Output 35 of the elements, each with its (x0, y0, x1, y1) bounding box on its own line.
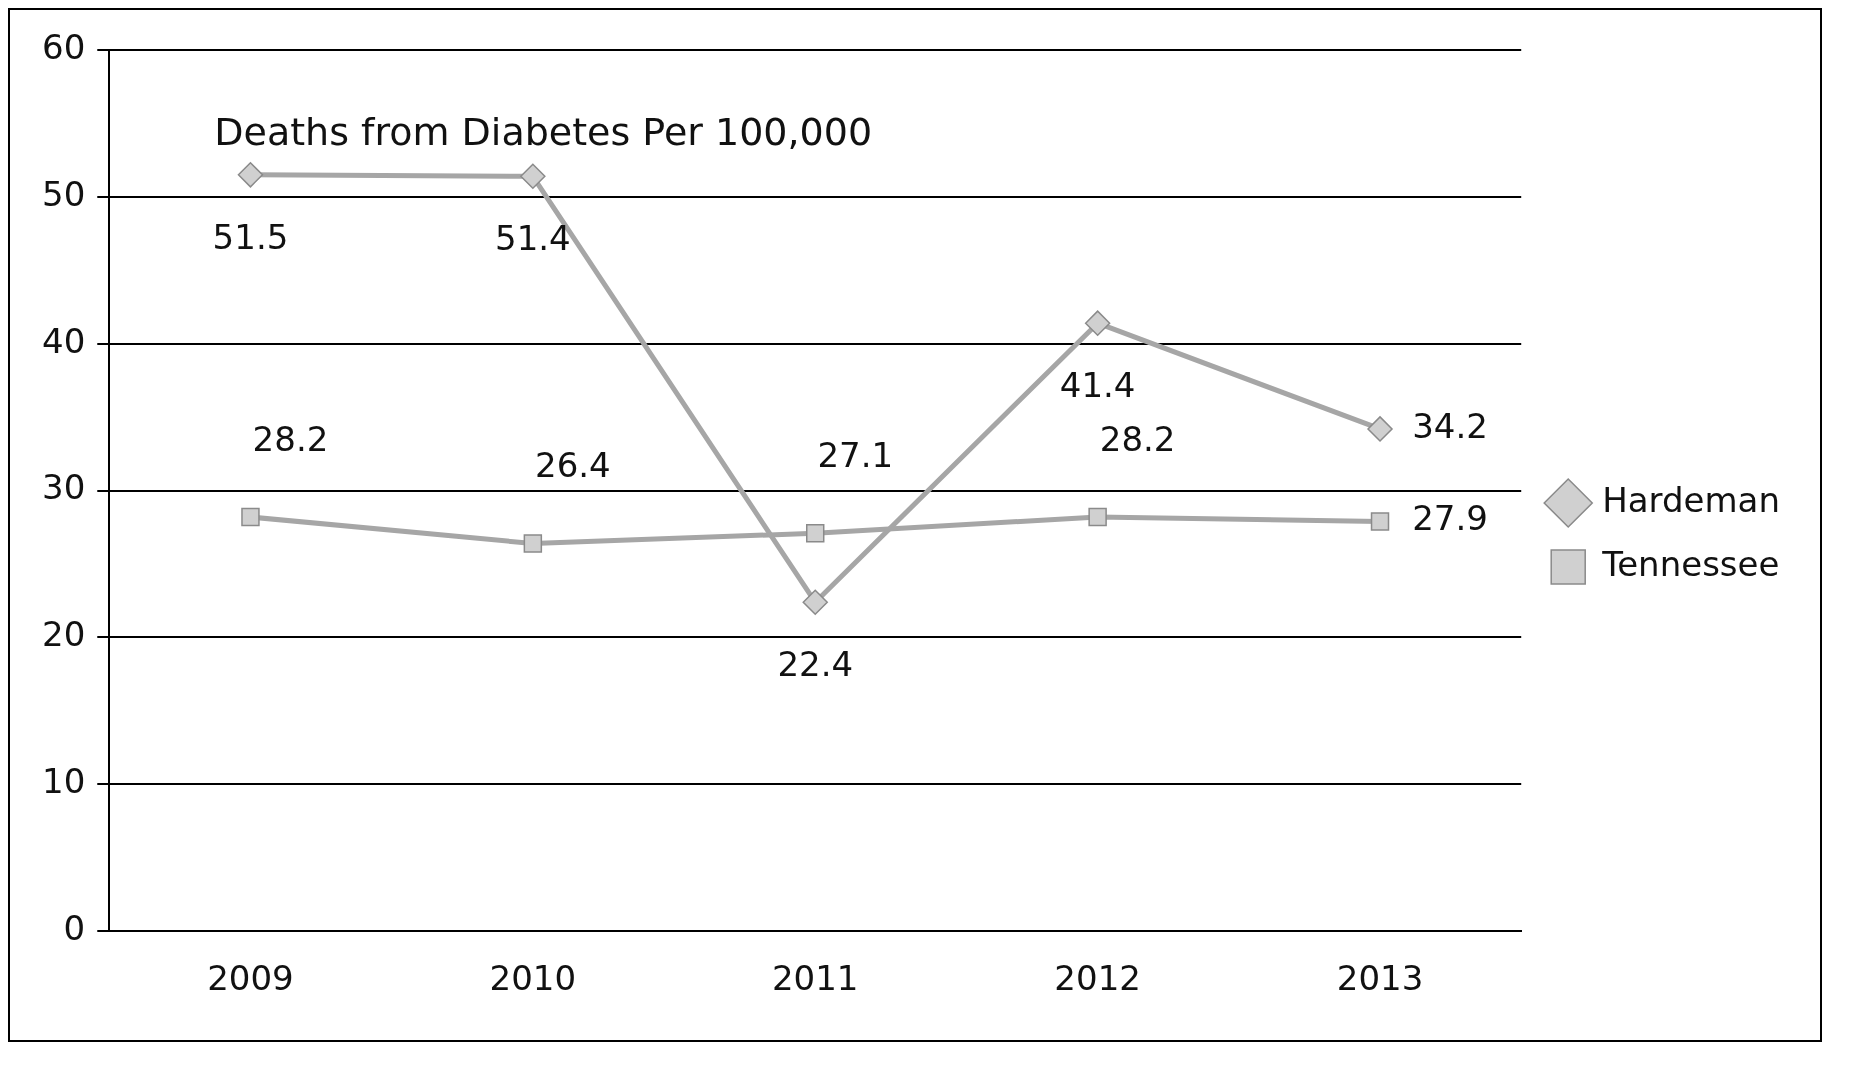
data-label: 28.2 (252, 418, 329, 459)
y-tick-label: 30 (42, 467, 86, 508)
data-label: 51.4 (495, 218, 571, 259)
data-label: 26.4 (535, 445, 611, 486)
point (802, 589, 828, 615)
point (1084, 310, 1111, 336)
point (237, 162, 264, 188)
point (523, 534, 543, 553)
legend-label: Hardeman (1602, 479, 1781, 520)
data-label: 34.2 (1412, 405, 1488, 446)
y-tick-label: 0 (63, 908, 86, 949)
data-label: 51.5 (212, 216, 289, 257)
point (241, 507, 260, 527)
y-tick-label: 40 (42, 320, 86, 361)
data-label: 28.2 (1099, 418, 1176, 459)
y-tick-label: 60 (42, 26, 86, 67)
x-tick-label: 2009 (207, 958, 294, 999)
y-tick-label: 50 (42, 173, 86, 214)
x-tick-label: 2012 (1054, 958, 1141, 999)
data-label: 27.9 (1412, 498, 1488, 539)
point (806, 523, 825, 543)
data-label: 41.4 (1059, 365, 1136, 405)
data-label: 22.4 (777, 644, 854, 685)
x-tick-label: 2013 (1336, 958, 1424, 999)
text: Deaths from Diabetes Per 100,000 (214, 109, 873, 154)
y-tick-label: 20 (42, 614, 86, 655)
data-label: 27.1 (817, 435, 894, 476)
x-tick-label: 2011 (771, 958, 859, 999)
legend-label: Tennessee (1601, 543, 1780, 584)
point (520, 163, 546, 190)
x-tick-label: 2010 (489, 958, 577, 999)
point (1367, 416, 1393, 442)
point (1370, 512, 1390, 531)
point (1088, 507, 1107, 527)
y-tick-label: 10 (42, 761, 86, 802)
